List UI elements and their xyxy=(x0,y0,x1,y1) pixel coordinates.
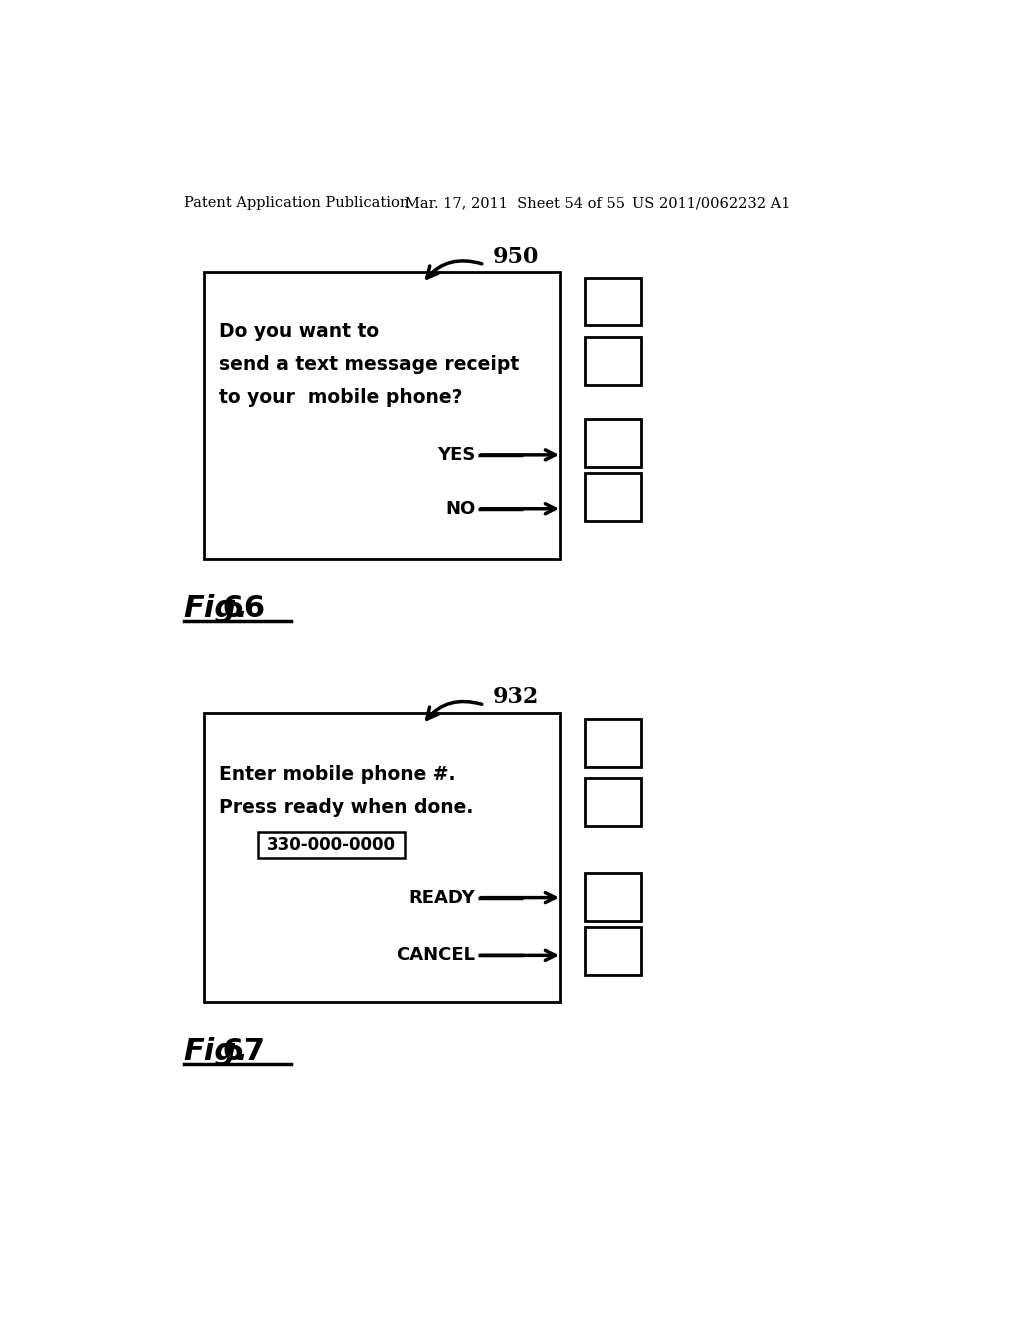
Bar xyxy=(204,272,560,558)
Bar xyxy=(586,277,641,326)
Bar xyxy=(586,474,641,521)
Bar xyxy=(586,719,641,767)
Text: Fig.: Fig. xyxy=(183,594,249,623)
Text: Press ready when done.: Press ready when done. xyxy=(219,799,474,817)
Text: YES: YES xyxy=(437,446,475,463)
Text: Mar. 17, 2011  Sheet 54 of 55: Mar. 17, 2011 Sheet 54 of 55 xyxy=(406,197,626,210)
Text: 950: 950 xyxy=(493,246,539,268)
Text: CANCEL: CANCEL xyxy=(396,946,475,965)
Bar xyxy=(586,779,641,826)
Text: 932: 932 xyxy=(493,686,539,709)
Text: Fig.: Fig. xyxy=(183,1038,249,1067)
Bar xyxy=(586,337,641,385)
Bar xyxy=(586,927,641,974)
Bar xyxy=(586,420,641,467)
Text: to your  mobile phone?: to your mobile phone? xyxy=(219,388,463,408)
Text: Patent Application Publication: Patent Application Publication xyxy=(183,197,410,210)
Text: Do you want to: Do you want to xyxy=(219,322,380,341)
Text: send a text message receipt: send a text message receipt xyxy=(219,355,520,375)
Bar xyxy=(204,713,560,1002)
Text: READY: READY xyxy=(409,888,475,907)
Text: 67: 67 xyxy=(212,1038,264,1067)
Text: 330-000-0000: 330-000-0000 xyxy=(267,837,396,854)
Text: Enter mobile phone #.: Enter mobile phone #. xyxy=(219,764,456,784)
Bar xyxy=(258,832,406,858)
Text: NO: NO xyxy=(445,500,475,517)
Text: 66: 66 xyxy=(212,594,265,623)
Text: US 2011/0062232 A1: US 2011/0062232 A1 xyxy=(632,197,791,210)
Bar xyxy=(586,873,641,921)
